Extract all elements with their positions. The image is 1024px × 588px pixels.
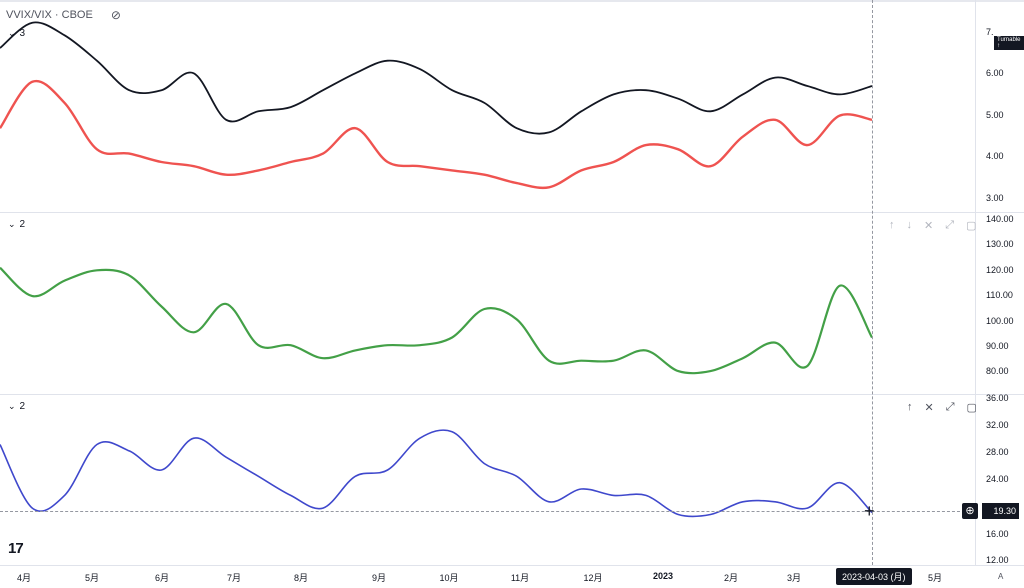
pane2-controls: ↑ ↓ ✕ ⤢ ▢: [889, 219, 976, 232]
y-tick-label: 36.00: [986, 393, 1009, 403]
chevron-down-icon[interactable]: ⌄: [8, 219, 16, 229]
series-line-pane1-2[interactable]: [0, 79, 873, 190]
pane3-controls: ↑ ✕ ⤢ ▢: [907, 401, 977, 414]
x-tick-label: 11月: [510, 573, 530, 583]
x-tick-label: 12月: [583, 573, 603, 583]
x-tick-label: 2023: [652, 571, 674, 581]
top-divider: [0, 0, 1024, 2]
y-tick-label: 120.00: [986, 265, 1014, 275]
y-tick-label: 3.00: [986, 193, 1004, 203]
auto-scale-button[interactable]: A: [998, 572, 1004, 581]
pane2-legend[interactable]: ⌄ 2: [8, 219, 25, 230]
crosshair-price-label: 19.30: [982, 503, 1019, 519]
series-line-pane1-1[interactable]: [0, 21, 873, 135]
y-tick-label: 16.00: [986, 529, 1009, 539]
y-tick-label: 80.00: [986, 366, 1009, 376]
y-tick-label: 32.00: [986, 420, 1009, 430]
x-tick-label: 5月: [927, 573, 943, 583]
series-line-pane2-1[interactable]: [0, 266, 873, 375]
chevron-down-icon[interactable]: ⌄: [8, 401, 16, 411]
pane-divider-2[interactable]: [0, 394, 1024, 395]
symbol-legend: VVIX/VIX · CBOE ⊘: [6, 8, 121, 22]
pane3-legend[interactable]: ⌄ 2: [8, 401, 25, 412]
move-down-icon[interactable]: ↓: [906, 219, 913, 231]
x-tick-label: 10月: [439, 573, 459, 583]
crosshair-cursor-icon: +: [864, 501, 875, 521]
y-tick-label: 12.00: [986, 555, 1009, 565]
plus-circle-icon[interactable]: ⊕: [962, 503, 978, 519]
symbol-title[interactable]: VVIX/VIX · CBOE: [6, 9, 93, 21]
eye-crossed-icon[interactable]: ⊘: [110, 8, 121, 22]
pane3-chart[interactable]: [0, 394, 975, 565]
y-tick-label: 90.00: [986, 341, 1009, 351]
crosshair-vertical: [872, 0, 873, 565]
crosshair-date-label: 2023-04-03 (月): [836, 568, 912, 585]
indicator-count: 3: [19, 28, 26, 39]
close-icon[interactable]: ✕: [924, 402, 934, 414]
x-tick-label: 2月: [723, 573, 739, 583]
x-tick-label: 5月: [84, 573, 100, 583]
y-tick-label: 110.00: [986, 290, 1013, 300]
x-tick-label: 7月: [226, 573, 242, 583]
price-axis[interactable]: [975, 0, 1024, 565]
maximize-icon[interactable]: ⤢: [945, 219, 955, 231]
y-tick-label: 5.00: [986, 110, 1004, 120]
y-tick-label: 140.00: [986, 214, 1014, 224]
tradingview-logo[interactable]: 17: [8, 540, 24, 557]
y-tick-label: 130.00: [986, 239, 1014, 249]
move-up-icon[interactable]: ↑: [889, 219, 895, 231]
x-tick-label: 3月: [786, 573, 802, 583]
x-tick-label: 4月: [16, 573, 32, 583]
y-tick-label: 7.: [986, 27, 994, 37]
chevron-down-icon[interactable]: ⌄: [8, 28, 16, 38]
y-tick-label: 28.00: [986, 447, 1009, 457]
crosshair-horizontal: [0, 511, 975, 512]
x-tick-label: 9月: [371, 573, 387, 583]
series-line-pane3-1[interactable]: [0, 429, 873, 518]
pane-divider-1[interactable]: [0, 212, 1024, 213]
pane1-legend[interactable]: ⌄ 3: [8, 28, 25, 39]
indicator-count: 2: [19, 219, 26, 230]
y-tick-label: 24.00: [986, 474, 1009, 484]
pane2-chart[interactable]: [0, 212, 975, 394]
maximize-icon[interactable]: ⤢: [945, 401, 955, 413]
time-axis[interactable]: [0, 565, 1024, 588]
restore-icon[interactable]: ▢: [966, 220, 977, 232]
series-badge: Turnable ↑: [994, 36, 1024, 50]
x-tick-label: 6月: [154, 573, 170, 583]
y-tick-label: 4.00: [986, 151, 1004, 161]
y-tick-label: 100.00: [986, 316, 1014, 326]
move-up-icon[interactable]: ↑: [907, 401, 913, 413]
close-icon[interactable]: ✕: [924, 220, 934, 232]
y-tick-label: 6.00: [986, 68, 1004, 78]
indicator-count: 2: [19, 401, 26, 412]
x-tick-label: 8月: [293, 573, 309, 583]
pane1-chart[interactable]: [0, 0, 975, 212]
restore-icon[interactable]: ▢: [966, 402, 977, 414]
